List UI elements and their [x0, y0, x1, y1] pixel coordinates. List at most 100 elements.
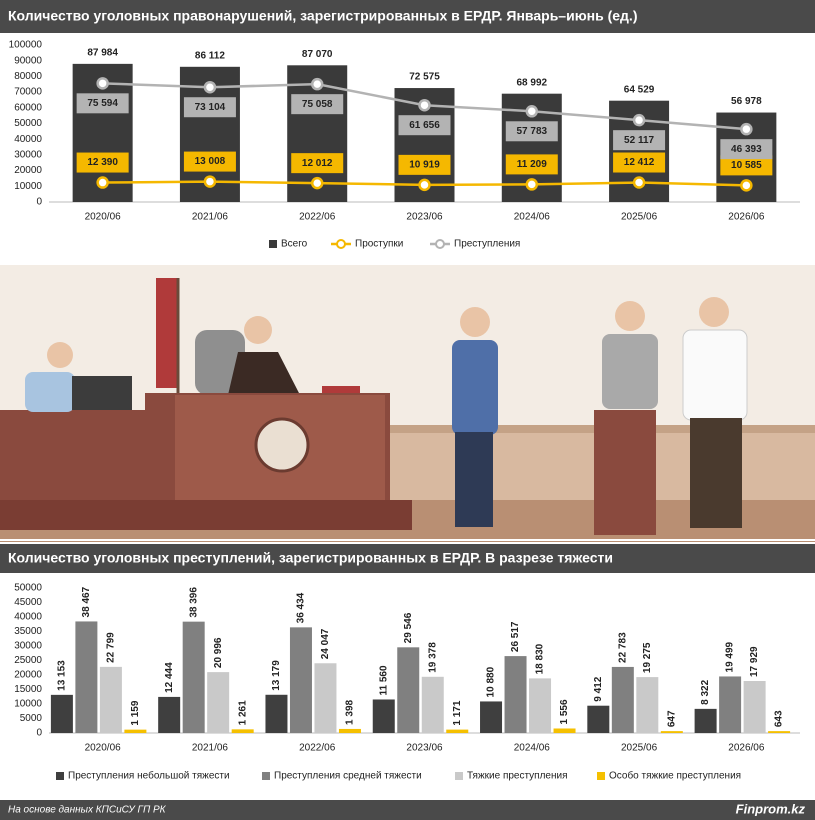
x-tick-label: 2023/06: [406, 743, 443, 754]
chart-title: Количество уголовных правонарушений, зар…: [8, 8, 638, 24]
value-label: 19 275: [642, 642, 653, 673]
y-tick-label: 80000: [14, 71, 42, 82]
value-label: 10 585: [731, 160, 762, 171]
legend-label: Преступления небольшой тяжести: [68, 770, 230, 782]
bar: [719, 676, 742, 733]
y-tick-label: 50000: [14, 583, 42, 594]
marker: [525, 105, 539, 118]
y-tick-label: 20000: [14, 670, 42, 681]
marker: [418, 98, 431, 112]
value-label: 61 656: [409, 120, 440, 131]
chart-title: Количество уголовных преступлений, зарег…: [8, 550, 613, 566]
footer-bar: [0, 800, 815, 820]
label-box: [398, 115, 451, 136]
value-label: 36 434: [296, 592, 307, 623]
legend-swatch: [336, 239, 346, 249]
marker: [632, 113, 646, 127]
value-label: 24 047: [320, 628, 331, 659]
value-label: 11 209: [517, 159, 547, 170]
legend-swatch: [597, 772, 605, 780]
y-tick-label: 20000: [14, 165, 42, 176]
value-label: 13 008: [195, 156, 226, 167]
value-label: 56 978: [731, 96, 762, 107]
bar: [182, 621, 205, 733]
bar: [289, 627, 312, 733]
bar: [743, 681, 766, 733]
value-label: 86 112: [195, 50, 225, 61]
value-label: 38 467: [81, 586, 92, 617]
value-label: 12 444: [164, 662, 175, 693]
value-label: 643: [774, 710, 785, 727]
y-tick-label: 40000: [14, 134, 42, 145]
x-tick-label: 2023/06: [406, 212, 443, 223]
x-tick-label: 2024/06: [514, 212, 551, 223]
marker: [418, 178, 431, 192]
bar: [553, 728, 576, 733]
value-label: 10 919: [409, 159, 440, 170]
legend-label: Особо тяжкие преступления: [609, 770, 741, 782]
y-tick-label: 60000: [14, 102, 42, 113]
label-box: [613, 130, 666, 151]
y-tick-label: 30000: [14, 641, 42, 652]
bar: [421, 676, 444, 733]
x-tick-label: 2020/06: [85, 743, 122, 754]
marker: [96, 77, 109, 90]
y-tick-label: 0: [36, 197, 42, 208]
marker: [740, 122, 753, 136]
x-tick-label: 2024/06: [514, 743, 551, 754]
value-label: 9 412: [593, 676, 604, 701]
value-label: 38 396: [188, 587, 199, 618]
x-tick-label: 2021/06: [192, 743, 229, 754]
legend-swatch: [262, 772, 270, 780]
bar: [207, 672, 230, 733]
bar: [611, 666, 634, 733]
legend-label: Проступки: [355, 239, 403, 250]
marker: [740, 179, 753, 192]
y-tick-label: 70000: [14, 87, 42, 98]
brand: Finprom.kz: [736, 801, 806, 816]
legend-swatch: [269, 240, 277, 248]
y-tick-label: 90000: [14, 55, 42, 66]
value-label: 52 117: [624, 135, 654, 146]
value-label: 87 984: [87, 48, 118, 59]
bar: [587, 705, 610, 733]
value-label: 29 546: [403, 612, 414, 643]
legend-swatch: [56, 772, 64, 780]
y-tick-label: 50000: [14, 118, 42, 129]
value-label: 1 556: [559, 699, 570, 724]
label-box: [720, 155, 773, 176]
value-label: 19 378: [427, 642, 438, 673]
x-tick-label: 2022/06: [299, 212, 336, 223]
y-tick-label: 15000: [14, 684, 42, 695]
bar: [480, 701, 503, 733]
value-label: 22 783: [617, 632, 628, 663]
x-tick-label: 2021/06: [192, 212, 229, 223]
value-label: 46 393: [731, 144, 762, 155]
value-label: 1 171: [452, 700, 463, 725]
value-label: 13 153: [57, 660, 68, 691]
label-box: [505, 154, 558, 175]
header-bar: [0, 0, 815, 33]
y-tick-label: 30000: [14, 150, 42, 161]
x-tick-label: 2025/06: [621, 212, 658, 223]
y-tick-label: 10000: [14, 699, 42, 710]
bar: [504, 656, 527, 733]
label-box: [291, 94, 344, 115]
value-label: 12 412: [624, 157, 655, 168]
value-label: 87 070: [302, 49, 333, 60]
value-label: 647: [666, 710, 677, 727]
bar: [124, 729, 147, 733]
legend-label: Тяжкие преступления: [467, 771, 568, 782]
value-label: 57 783: [516, 126, 547, 137]
y-tick-label: 25000: [14, 655, 42, 666]
x-tick-label: 2025/06: [621, 743, 658, 754]
legend-label: Преступления средней тяжести: [274, 771, 422, 782]
bar: [338, 728, 361, 733]
label-box: [76, 152, 129, 173]
bar: [529, 678, 552, 733]
value-label: 75 058: [302, 99, 333, 110]
value-label: 20 996: [213, 637, 224, 668]
label-box: [183, 97, 236, 118]
